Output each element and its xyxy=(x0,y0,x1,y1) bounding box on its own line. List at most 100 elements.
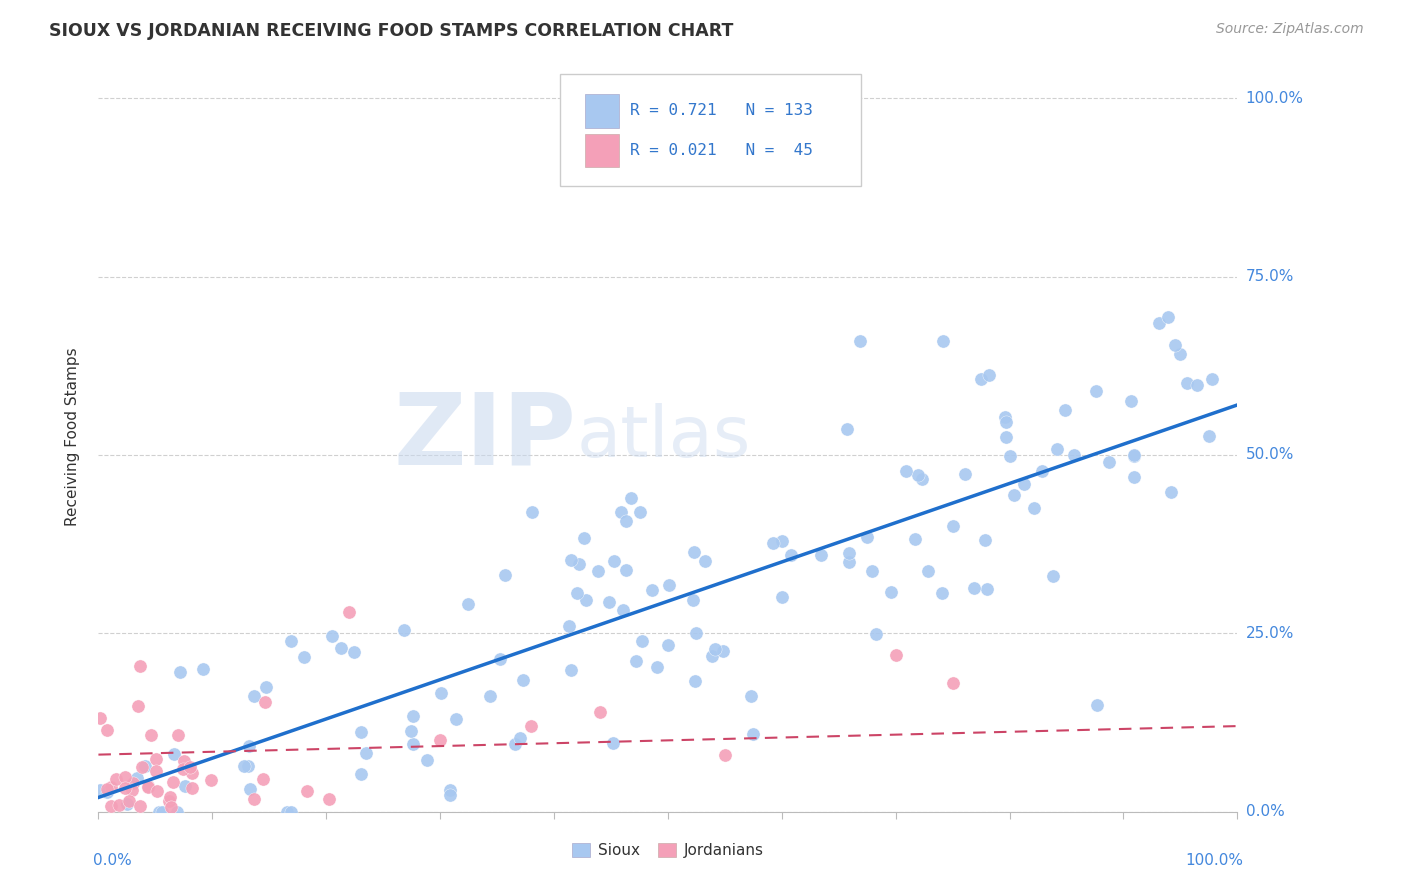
Point xyxy=(810,548,832,562)
Point xyxy=(1119,393,1142,408)
Point xyxy=(953,467,976,481)
Point xyxy=(770,533,793,548)
Point xyxy=(849,334,872,349)
Point xyxy=(415,753,437,767)
Point xyxy=(1002,488,1025,502)
Point xyxy=(612,603,634,617)
Point xyxy=(350,767,373,781)
Point xyxy=(429,733,451,747)
Point xyxy=(683,545,706,559)
Point xyxy=(118,794,141,808)
Point xyxy=(399,724,422,739)
Text: 100.0%: 100.0% xyxy=(1246,91,1303,105)
Point xyxy=(115,797,138,812)
Point xyxy=(179,760,201,774)
Point xyxy=(503,737,526,751)
Point xyxy=(995,430,1018,444)
Point xyxy=(856,530,879,544)
Point xyxy=(166,805,188,819)
Point xyxy=(911,472,934,486)
Point xyxy=(1031,464,1053,478)
Point xyxy=(148,805,170,819)
Point xyxy=(1122,448,1144,462)
Point xyxy=(169,665,191,680)
Text: 0.0%: 0.0% xyxy=(93,853,132,868)
Point xyxy=(243,689,266,703)
Point xyxy=(125,772,148,786)
Point xyxy=(973,533,995,547)
Point xyxy=(522,505,544,519)
Point xyxy=(1063,448,1085,462)
Text: atlas: atlas xyxy=(576,402,751,472)
Point xyxy=(429,686,451,700)
Point xyxy=(835,422,858,436)
Point xyxy=(838,546,860,560)
Point xyxy=(586,565,609,579)
Point xyxy=(280,805,302,819)
Point xyxy=(520,719,543,733)
Point xyxy=(1042,569,1064,583)
Text: Source: ZipAtlas.com: Source: ZipAtlas.com xyxy=(1216,22,1364,37)
Point xyxy=(439,783,461,797)
Point xyxy=(682,592,704,607)
Point xyxy=(1201,372,1223,386)
Point xyxy=(970,372,993,386)
Point xyxy=(1175,376,1198,390)
Point xyxy=(614,514,637,528)
Point xyxy=(560,663,582,677)
Point xyxy=(568,557,591,571)
Point xyxy=(295,783,318,797)
Point xyxy=(740,689,762,703)
Point xyxy=(1084,384,1107,398)
Point xyxy=(1170,347,1192,361)
Point xyxy=(254,681,277,695)
Point xyxy=(574,592,596,607)
Point xyxy=(96,785,118,799)
Point xyxy=(598,595,620,609)
Point xyxy=(292,649,315,664)
Point xyxy=(489,651,512,665)
Point xyxy=(907,468,929,483)
Point xyxy=(641,582,664,597)
Point xyxy=(626,654,648,668)
Point xyxy=(685,626,707,640)
Point xyxy=(572,531,595,545)
Point xyxy=(181,766,204,780)
Point xyxy=(114,780,136,795)
Point xyxy=(994,415,1017,429)
Point xyxy=(243,791,266,805)
Point xyxy=(1157,310,1180,324)
Point xyxy=(647,660,669,674)
Point xyxy=(402,737,425,751)
Point xyxy=(321,629,343,643)
Point xyxy=(602,736,624,750)
Point xyxy=(693,553,716,567)
Point xyxy=(614,563,637,577)
Point xyxy=(779,548,801,562)
Point xyxy=(770,591,793,605)
FancyBboxPatch shape xyxy=(585,94,619,128)
Text: SIOUX VS JORDANIAN RECEIVING FOOD STAMPS CORRELATION CHART: SIOUX VS JORDANIAN RECEIVING FOOD STAMPS… xyxy=(49,22,734,40)
Point xyxy=(89,782,111,797)
Point xyxy=(127,698,149,713)
Point xyxy=(976,582,998,596)
Point xyxy=(252,772,274,786)
Y-axis label: Receiving Food Stamps: Receiving Food Stamps xyxy=(65,348,80,526)
FancyBboxPatch shape xyxy=(585,134,619,168)
Point xyxy=(610,505,633,519)
Point xyxy=(343,645,366,659)
Point xyxy=(620,491,643,505)
Point xyxy=(714,747,737,762)
Point xyxy=(1198,428,1220,442)
Point xyxy=(157,794,180,808)
Point xyxy=(979,368,1001,383)
Point xyxy=(565,585,588,599)
Point xyxy=(392,624,415,638)
Point xyxy=(337,605,360,619)
Point xyxy=(318,792,340,806)
Point xyxy=(1163,338,1185,352)
Point xyxy=(560,553,582,567)
Text: R = 0.721   N = 133: R = 0.721 N = 133 xyxy=(630,103,813,119)
Point xyxy=(657,638,679,652)
Text: 100.0%: 100.0% xyxy=(1185,853,1243,868)
